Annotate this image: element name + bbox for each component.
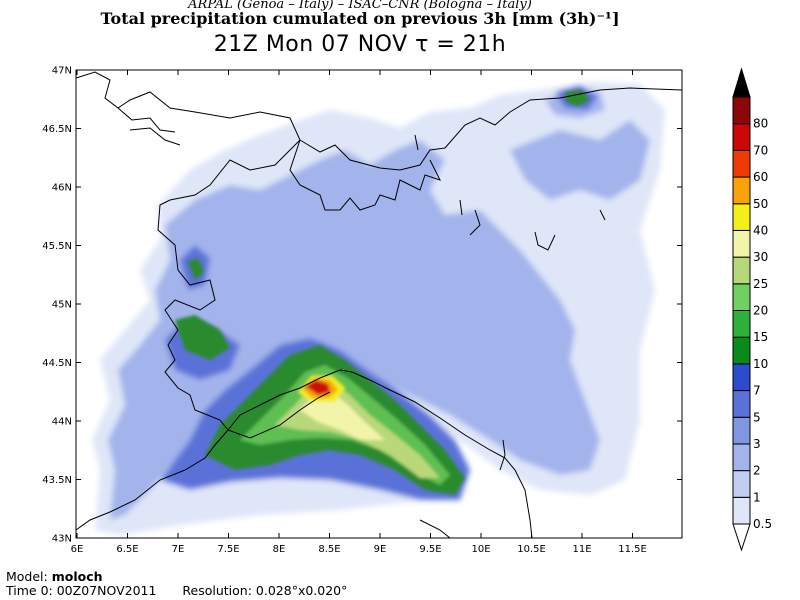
- colorbar-box: [732, 470, 751, 498]
- header-title: Total precipitation cumulated on previou…: [100, 9, 620, 28]
- colorbar-box: [732, 363, 751, 392]
- lon-label: 11E: [572, 544, 591, 555]
- lon-label: 10.5E: [517, 544, 546, 555]
- colorbar-box: [732, 443, 751, 472]
- colorbar-box: [732, 310, 751, 338]
- colorbar-box: [732, 96, 751, 125]
- colorbar-level-label: 2: [753, 464, 761, 478]
- colorbar-box: [732, 229, 751, 258]
- footer: Model: moloch Time 0: 00Z07NOV2011 Resol…: [6, 570, 347, 598]
- lon-label: 7.5E: [217, 544, 239, 555]
- colorbar-level-label: 60: [753, 170, 768, 184]
- colorbar-level-label: 15: [753, 330, 768, 344]
- time-value: 00Z07NOV2011: [56, 583, 157, 598]
- footer-model-line: Model: moloch: [6, 570, 347, 584]
- colorbar-box: [732, 256, 751, 285]
- colorbar-box: [732, 416, 751, 445]
- lat-label: 46.5N: [42, 124, 72, 135]
- resolution-value: 0.028°x0.020°: [255, 583, 348, 598]
- colorbar: 0.5 1 2 3 5 7 10 15 20 25 30 40 50 60 70 80: [732, 67, 772, 552]
- footer-time-line: Time 0: 00Z07NOV2011 Resolution: 0.028°x…: [6, 584, 347, 598]
- model-value: moloch: [51, 569, 103, 584]
- lat-label: 44N: [52, 417, 72, 428]
- lon-label: 8E: [273, 544, 286, 555]
- colorbar-level-label: 1: [753, 490, 761, 504]
- colorbar-high-triangle: [732, 67, 751, 98]
- colorbar-box: [732, 203, 751, 231]
- colorbar-level-label: 20: [753, 304, 768, 318]
- colorbar-box: [732, 149, 751, 178]
- time-label: Time 0:: [6, 583, 53, 598]
- lon-label: 8.5E: [318, 544, 340, 555]
- colorbar-box: [732, 176, 751, 205]
- colorbar-box: [732, 336, 751, 365]
- lon-label: 9E: [374, 544, 387, 555]
- colorbar-box: [732, 496, 751, 525]
- colorbar-level-label: 30: [753, 250, 768, 264]
- colorbar-level-label: 5: [753, 410, 761, 424]
- colorbar-level-label: 7: [753, 384, 761, 398]
- lat-label: 43.5N: [42, 475, 72, 486]
- precipitation-map: [76, 70, 682, 538]
- colorbar-box: [732, 283, 751, 311]
- lon-label: 10E: [471, 544, 490, 555]
- colorbar-box: [732, 390, 751, 418]
- resolution-label: Resolution:: [182, 583, 252, 598]
- model-label: Model:: [6, 569, 48, 584]
- lon-label: 9.5E: [419, 544, 441, 555]
- header-valid-time: 21Z Mon 07 NOV τ = 21h: [213, 32, 507, 57]
- colorbar-level-label: 3: [753, 437, 761, 451]
- lat-label: 47N: [52, 66, 72, 77]
- precip-core: [175, 90, 590, 495]
- colorbar-level-label: 10: [753, 357, 768, 371]
- lat-label: 46N: [52, 183, 72, 194]
- colorbar-level-label: 25: [753, 277, 768, 291]
- colorbar-level-label: 80: [753, 117, 768, 131]
- colorbar-level-label: 0.5: [753, 517, 772, 531]
- colorbar-level-label: 40: [753, 223, 768, 237]
- lat-label: 44.5N: [42, 358, 72, 369]
- coastlines-borders: [76, 71, 682, 538]
- colorbar-box: [732, 123, 751, 151]
- colorbar-low-triangle: [732, 523, 751, 552]
- colorbar-level-label: 70: [753, 143, 768, 157]
- lat-label: 45N: [52, 300, 72, 311]
- colorbar-level-label: 50: [753, 197, 768, 211]
- lat-label: 43N: [52, 534, 72, 545]
- lon-label: 6.5E: [116, 544, 138, 555]
- lon-label: 7E: [172, 544, 185, 555]
- lon-label: 11.5E: [618, 544, 647, 555]
- lat-label: 45.5N: [42, 241, 72, 252]
- lon-label: 6E: [71, 544, 84, 555]
- header-credits: ARPAL (Genoa – Italy) – ISAC–CNR (Bologn…: [188, 0, 532, 12]
